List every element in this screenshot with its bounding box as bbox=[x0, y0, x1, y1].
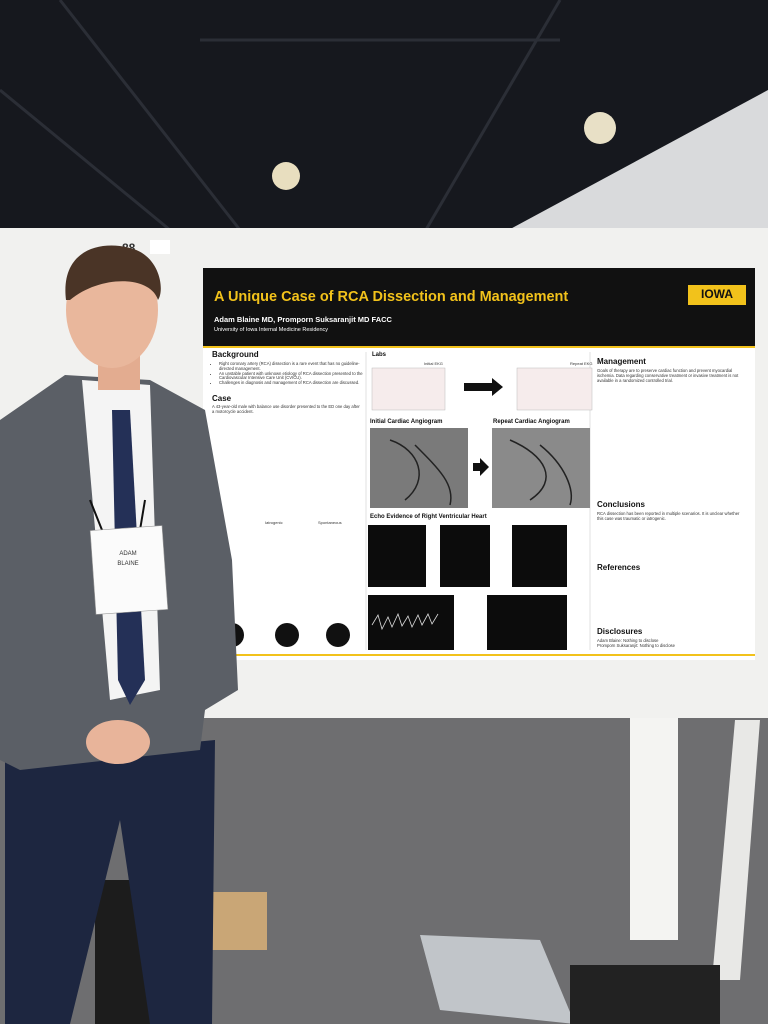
arrow bbox=[473, 458, 489, 476]
label: Initial EKG bbox=[424, 361, 443, 366]
exhibit-wall bbox=[490, 90, 768, 250]
bullet-list: Right coronary artery (RCA) dissection i… bbox=[212, 361, 369, 386]
ceiling-light bbox=[584, 112, 616, 144]
bag bbox=[570, 965, 720, 1024]
echo-image bbox=[487, 595, 567, 650]
flow-node bbox=[275, 623, 299, 647]
section-heading: References bbox=[597, 563, 641, 572]
echo-image bbox=[368, 525, 426, 587]
poster-rule bbox=[203, 346, 755, 348]
affiliation: University of Iowa Internal Medicine Res… bbox=[214, 327, 329, 333]
box bbox=[205, 892, 267, 950]
disclosure: Adam Blaine: Nothing to disclose bbox=[597, 638, 659, 643]
badge-first-name: ADAM bbox=[119, 551, 136, 557]
authors: Adam Blaine MD, Promporn Suksaranjit MD … bbox=[214, 315, 392, 324]
lanyard bbox=[89, 499, 103, 531]
paragraph: RCA dissection has been reported in mult… bbox=[597, 511, 740, 521]
ceiling-light bbox=[272, 162, 300, 190]
hands bbox=[86, 720, 150, 764]
section-heading: Echo Evidence of Right Ventricular Heart bbox=[370, 514, 487, 520]
doppler-trace bbox=[371, 612, 439, 631]
bullet: An unstable patient with unknown etiolog… bbox=[219, 371, 369, 382]
vessel bbox=[509, 439, 572, 506]
number-card bbox=[150, 240, 170, 254]
disclosure: Promporn Suksaranjit: Nothing to disclos… bbox=[597, 642, 675, 648]
arrow bbox=[464, 378, 503, 396]
section-heading: Conclusions bbox=[597, 500, 646, 509]
logo-box bbox=[688, 285, 746, 305]
ekg-image bbox=[516, 367, 593, 411]
bullet: Right coronary artery (RCA) dissection i… bbox=[219, 361, 369, 372]
disclosure-list: Adam Blaine: Nothing to disclose Promporn… bbox=[597, 638, 747, 649]
paragraph: Goals of therapy are to preserve cardiac… bbox=[597, 368, 739, 383]
badge-last-name: BLAINE bbox=[117, 561, 138, 567]
echo-image bbox=[440, 525, 490, 587]
badge bbox=[89, 525, 169, 615]
ceiling-beams bbox=[0, 0, 562, 241]
flow-node bbox=[326, 623, 350, 647]
section-heading: Disclosures bbox=[597, 627, 643, 636]
label: Spontaneous bbox=[318, 520, 342, 525]
poster-title: A Unique Case of RCA Dissection and Mana… bbox=[214, 289, 569, 305]
ekg-image bbox=[371, 367, 446, 411]
logo: IOWA bbox=[701, 287, 733, 301]
plastic-bag bbox=[420, 935, 575, 1024]
poster-rule bbox=[203, 654, 755, 656]
board-leg bbox=[712, 720, 760, 980]
board-leg bbox=[630, 718, 678, 940]
lanyard bbox=[139, 499, 146, 531]
label: Repeat EKG bbox=[570, 361, 593, 366]
trousers bbox=[5, 740, 215, 1024]
hair bbox=[65, 245, 161, 300]
paragraph: A 43-year-old male with balance use diso… bbox=[212, 404, 360, 414]
bullet: Challenges in diagnosis and management o… bbox=[219, 380, 369, 386]
section-heading: Initial Cardiac Angiogram bbox=[370, 419, 443, 425]
poster-header bbox=[203, 268, 755, 346]
section-heading: Case bbox=[212, 394, 232, 403]
angiogram-image bbox=[492, 428, 590, 508]
section-heading: Background bbox=[212, 350, 259, 359]
section-heading: Repeat Cardiac Angiogram bbox=[493, 419, 570, 425]
echo-image bbox=[512, 525, 567, 587]
section-heading: Labs bbox=[372, 352, 387, 358]
vessel bbox=[389, 439, 452, 506]
label: Iatrogenic bbox=[265, 520, 283, 525]
echo-image bbox=[368, 595, 454, 650]
section-heading: Management bbox=[597, 357, 646, 366]
